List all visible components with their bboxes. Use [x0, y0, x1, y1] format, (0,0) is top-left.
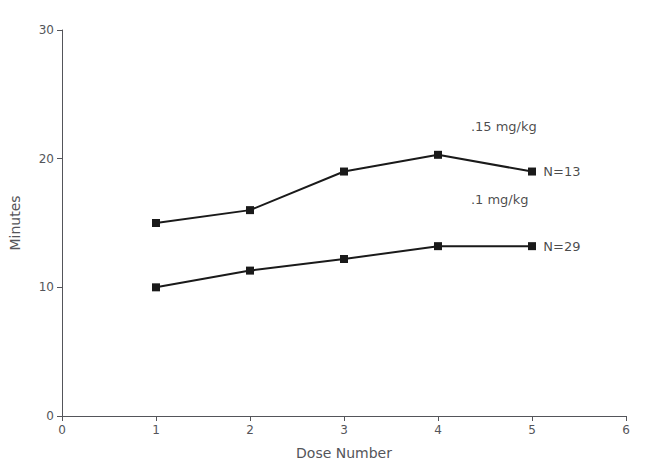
- svg-text:2: 2: [246, 423, 254, 437]
- svg-text:20: 20: [39, 152, 54, 166]
- svg-text:.15 mg/kg: .15 mg/kg: [471, 119, 537, 134]
- svg-text:Dose Number: Dose Number: [296, 445, 392, 461]
- svg-text:N=13: N=13: [543, 164, 580, 179]
- svg-text:N=29: N=29: [543, 239, 580, 254]
- svg-text:1: 1: [152, 423, 160, 437]
- svg-text:6: 6: [622, 423, 630, 437]
- svg-text:0: 0: [58, 423, 66, 437]
- svg-text:.1 mg/kg: .1 mg/kg: [471, 192, 529, 207]
- svg-text:10: 10: [39, 280, 54, 294]
- svg-text:0: 0: [46, 409, 54, 423]
- svg-text:5: 5: [528, 423, 536, 437]
- svg-text:3: 3: [340, 423, 348, 437]
- svg-text:Minutes: Minutes: [7, 195, 23, 250]
- svg-text:30: 30: [39, 23, 54, 37]
- svg-text:4: 4: [434, 423, 442, 437]
